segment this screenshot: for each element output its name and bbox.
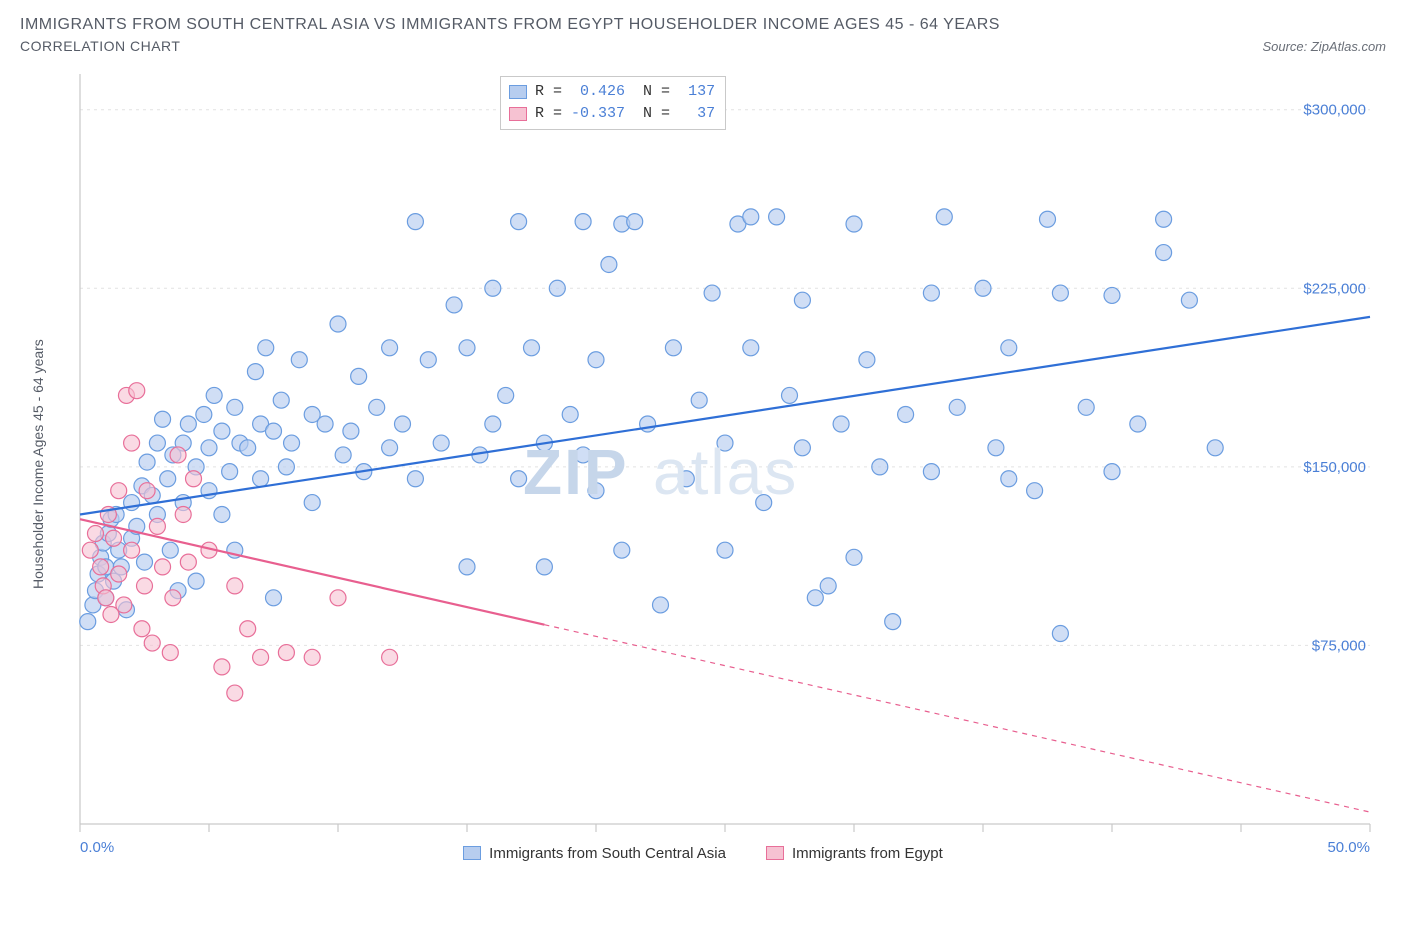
swatch-icon <box>509 85 527 99</box>
chart-svg: 0.0%50.0%$75,000$150,000$225,000$300,000 <box>20 64 1386 884</box>
trendline-egypt-ext <box>544 625 1370 812</box>
legend: Immigrants from South Central Asia Immigr… <box>20 838 1386 868</box>
legend-item: Immigrants from Egypt <box>766 838 943 868</box>
y-axis-title: Householder Income Ages 45 - 64 years <box>30 339 46 589</box>
stats-row-sca: R = 0.426 N = 137 <box>509 81 715 103</box>
series-sca <box>80 209 1223 642</box>
trendline-egypt <box>80 519 544 624</box>
source-attribution: Source: ZipAtlas.com <box>1262 39 1386 54</box>
correlation-chart: 0.0%50.0%$75,000$150,000$225,000$300,000… <box>20 64 1386 884</box>
legend-label: Immigrants from South Central Asia <box>489 845 726 862</box>
stats-row-egypt: R = -0.337 N = 37 <box>509 103 715 125</box>
stats-text: R = 0.426 N = 137 <box>535 81 715 103</box>
legend-item: Immigrants from South Central Asia <box>463 838 726 868</box>
y-tick-label: $300,000 <box>1303 102 1366 119</box>
y-tick-label: $75,000 <box>1312 637 1366 654</box>
swatch-icon <box>463 846 481 860</box>
chart-title: IMMIGRANTS FROM SOUTH CENTRAL ASIA VS IM… <box>20 16 1000 33</box>
swatch-icon <box>509 107 527 121</box>
legend-label: Immigrants from Egypt <box>792 845 943 862</box>
stats-text: R = -0.337 N = 37 <box>535 103 715 125</box>
y-tick-label: $225,000 <box>1303 280 1366 297</box>
correlation-stats-box: R = 0.426 N = 137R = -0.337 N = 37 <box>500 76 726 130</box>
y-tick-label: $150,000 <box>1303 459 1366 476</box>
swatch-icon <box>766 846 784 860</box>
chart-subtitle: CORRELATION CHART <box>20 38 180 54</box>
